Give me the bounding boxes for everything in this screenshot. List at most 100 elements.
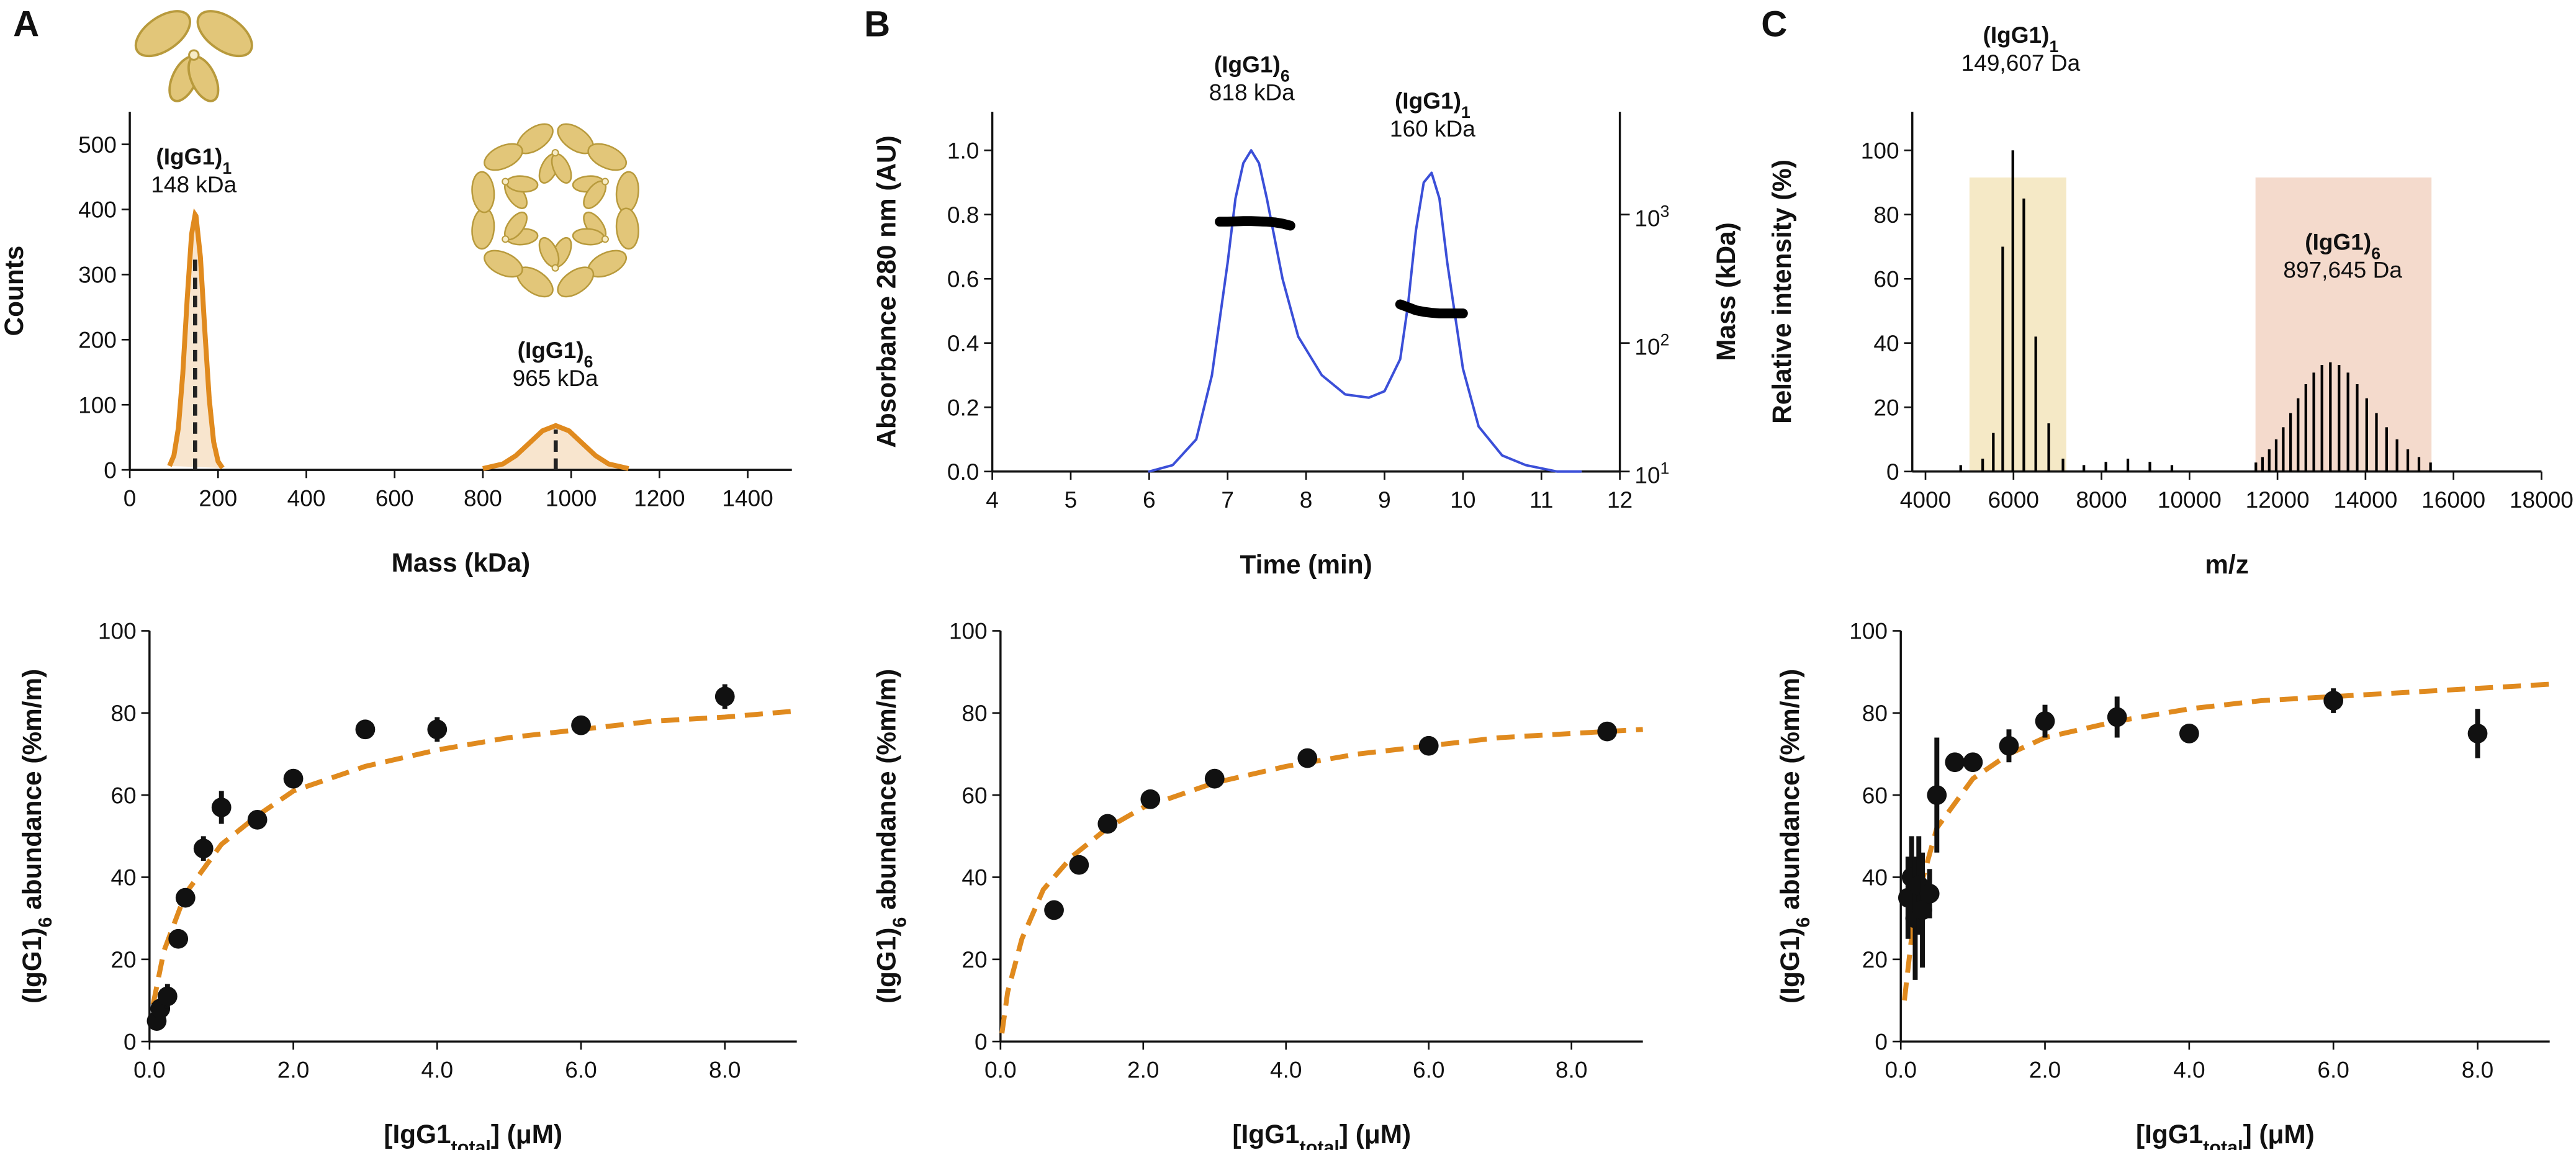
x-axis-label: m/z: [2205, 550, 2249, 579]
y2-tick-label: 102: [1634, 330, 1669, 359]
y-tick-label: 0: [1875, 1028, 1888, 1054]
x-tick-label-part: 8.0: [709, 1056, 741, 1082]
y2-tick-label: 103: [1634, 202, 1669, 231]
data-point: [168, 928, 189, 949]
annotation-title-part: 1: [222, 159, 232, 177]
data-point: [1204, 768, 1225, 789]
y-tick-label: 20: [961, 946, 987, 973]
data-point: [1945, 752, 1965, 773]
data-point: [355, 719, 376, 740]
annotation-detail: 818 kDa: [1209, 79, 1295, 106]
data-point: [211, 797, 232, 817]
data-point: [2179, 724, 2199, 743]
data-point: [247, 809, 268, 830]
x-tick-label: 1000: [546, 485, 597, 511]
y-tick-label: 0.4: [947, 330, 980, 356]
y-tick-label: 40: [1862, 865, 1888, 891]
annotation-title: (IgG1)1: [1395, 88, 1470, 122]
y2-tick-label-part: 2: [1660, 330, 1670, 349]
x-tick-label: 600: [376, 485, 414, 511]
y-tick-label: 60: [110, 782, 136, 808]
x-tick-label: 1200: [634, 485, 685, 511]
data-point: [2467, 724, 2488, 743]
x-tick-label-part: 0.0: [133, 1056, 166, 1082]
y-axis-label-part: abundance (%m/m): [871, 669, 901, 917]
x-tick-label: 5: [1065, 487, 1078, 513]
data-point: [2035, 711, 2055, 731]
antibody-icon: [127, 1, 261, 107]
x-axis-label-part: total: [1300, 1137, 1340, 1150]
x-tick-label-part: 6.0: [1413, 1056, 1445, 1082]
x-tick-label-part: 4.0: [421, 1056, 454, 1082]
data-point: [571, 715, 591, 735]
antibody-icon: [511, 117, 600, 187]
x-axis-label-part: total: [451, 1137, 491, 1150]
y-tick-label: 500: [78, 132, 117, 158]
data-point: [175, 887, 196, 908]
x-tick-label-part: 0.0: [1885, 1056, 1917, 1082]
x-tick-label: 2.0: [1127, 1056, 1160, 1082]
annotation-title: (IgG1)6: [1214, 52, 1290, 86]
y-tick-label: 0.2: [947, 394, 980, 420]
x-tick-label-part: 0.0: [984, 1056, 1017, 1082]
y-axis-label: Relative intensity (%): [1767, 159, 1796, 424]
x-tick-label: 0.0: [133, 1056, 166, 1082]
data-point: [2323, 691, 2344, 711]
y-tick-label: 20: [1873, 394, 1899, 420]
x-tick-label-part: 4.0: [1270, 1056, 1302, 1082]
x-axis-label: Mass (kDa): [392, 548, 530, 577]
y-tick-label: 20: [1862, 946, 1888, 973]
x-tick-label: 8.0: [709, 1056, 741, 1082]
highlight-band: [2255, 177, 2432, 472]
highlight-band: [1969, 177, 2066, 472]
annotation-title: (IgG1)6: [2305, 228, 2380, 263]
y-tick-label: 1.0: [947, 137, 980, 163]
y-tick-label: 60: [1862, 782, 1888, 808]
annotation-title-part: 6: [584, 353, 593, 371]
x-axis-label-part: ] (μM): [2243, 1120, 2315, 1149]
annotation-title: (IgG1)1: [1983, 22, 2058, 56]
x-tick-label: 8: [1300, 487, 1313, 513]
x-axis-label-part: ] (μM): [491, 1120, 562, 1149]
x-tick-label: 7: [1221, 487, 1234, 513]
y-tick-label: 20: [110, 946, 136, 973]
absorbance-line: [1148, 149, 1582, 473]
y2-tick-label: 101: [1634, 459, 1669, 488]
y-tick-label: 0: [975, 1028, 988, 1054]
data-point: [157, 986, 178, 1007]
data-point: [1097, 814, 1118, 834]
y2-tick-label-part: 3: [1660, 202, 1670, 220]
data-point: [1140, 789, 1161, 809]
y-tick-label: 60: [961, 782, 987, 808]
data-point: [1999, 735, 2019, 756]
x-tick-label: 6000: [1988, 487, 2039, 513]
annotation-title: (IgG1)6: [518, 337, 593, 371]
annotation-title: (IgG1)1: [156, 143, 232, 177]
y2-tick-label-part: 10: [1634, 333, 1660, 359]
x-axis-label: [IgG1total] (μM): [1232, 1120, 1411, 1150]
x-axis-label-part: [IgG1: [2136, 1120, 2203, 1149]
annotation-title-part: (IgG1): [2305, 228, 2371, 254]
annotation-title-part: (IgG1): [1983, 22, 2049, 48]
y-tick-label-part: 0.0: [947, 459, 980, 485]
data-point: [1044, 900, 1064, 920]
x-tick-label: 2.0: [2029, 1056, 2061, 1082]
panel-label: A: [13, 4, 39, 44]
y-tick-label: 100: [1849, 618, 1888, 644]
annotation-title-part: 1: [2050, 37, 2059, 56]
y-axis-label-part: abundance (%m/m): [1775, 669, 1804, 917]
x-tick-label-part: 4.0: [2173, 1056, 2205, 1082]
y-tick-label: 80: [110, 700, 136, 726]
fit-line: [999, 727, 1643, 1034]
y2-tick-label-part: 10: [1634, 462, 1660, 488]
x-tick-label: 4.0: [1270, 1056, 1302, 1082]
y-tick-label: 0.0: [947, 459, 980, 485]
data-point: [1919, 884, 1940, 904]
y-tick-label: 0.8: [947, 202, 980, 228]
y-tick-label: 100: [949, 618, 988, 644]
x-tick-label: 9: [1378, 487, 1391, 513]
data-point: [1963, 752, 1983, 773]
antibody-icon: [511, 234, 600, 303]
y-tick-label: 0.6: [947, 266, 980, 292]
